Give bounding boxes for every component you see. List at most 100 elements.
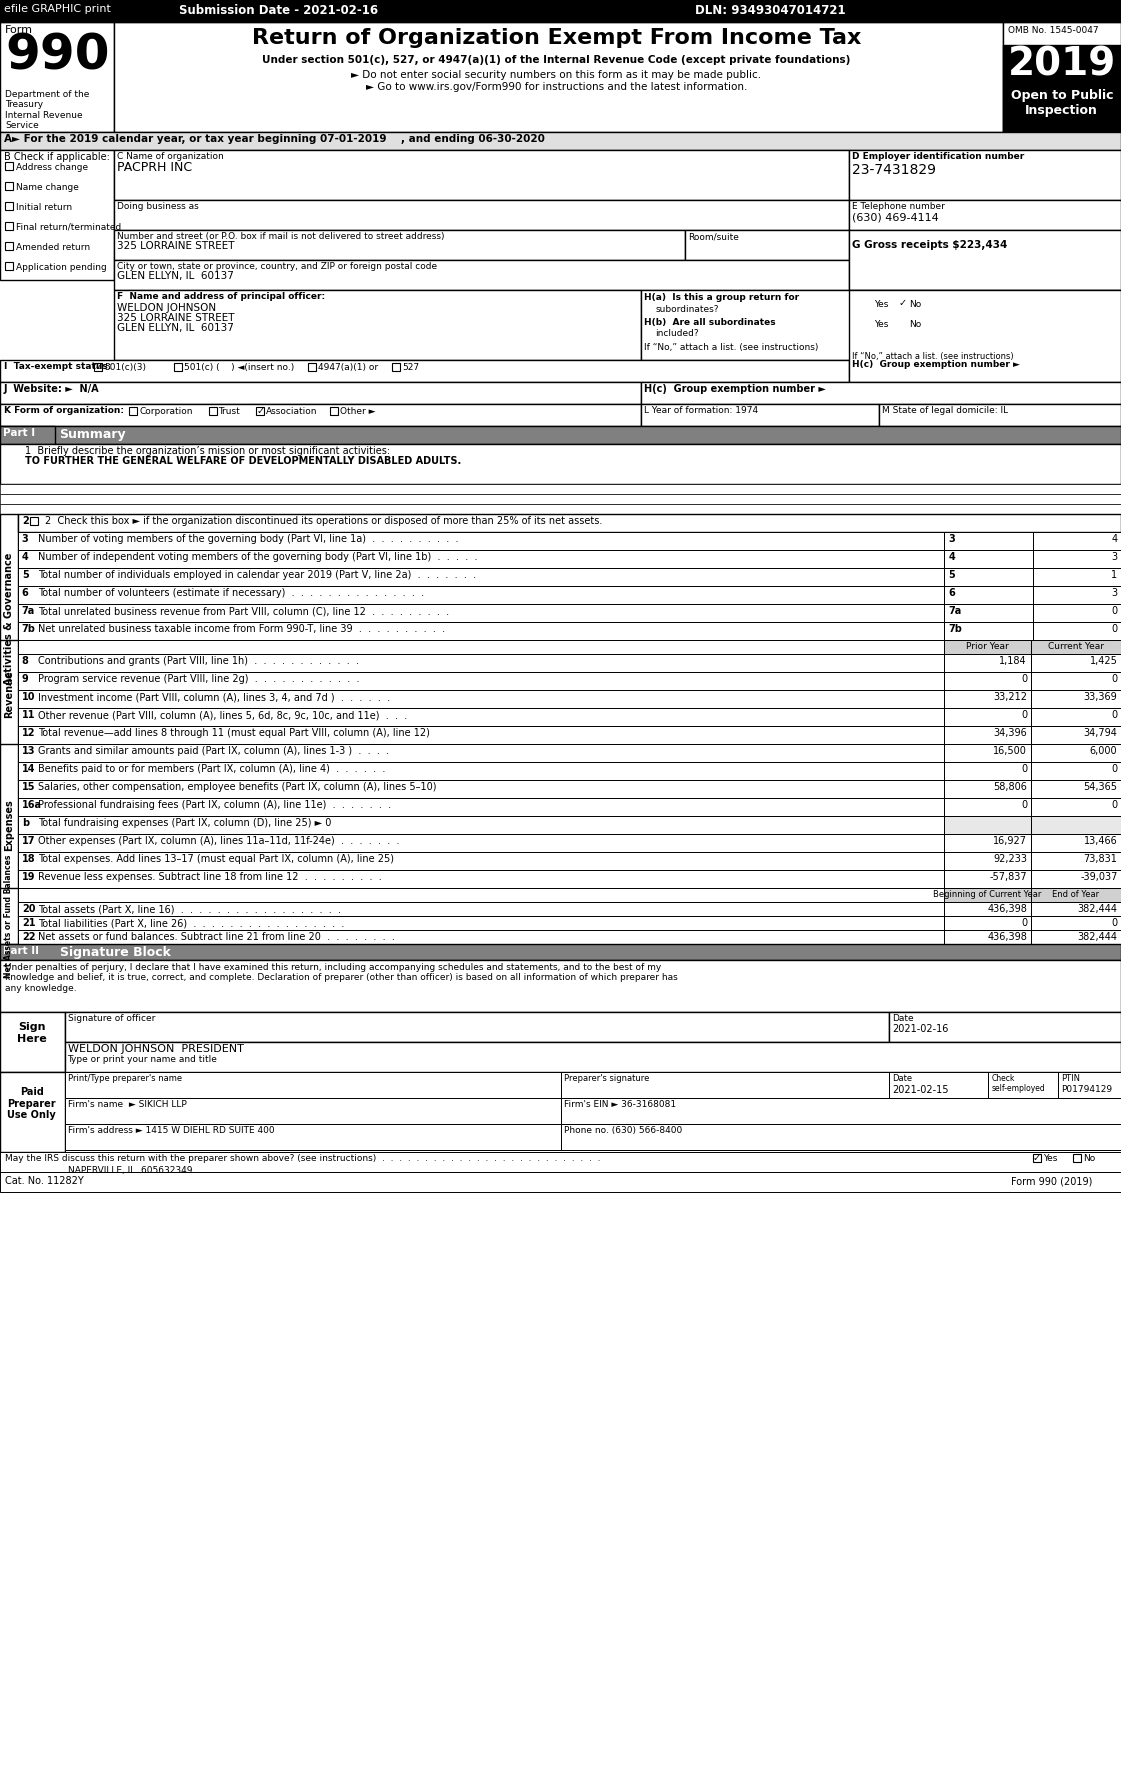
Text: C Name of organization: C Name of organization xyxy=(117,152,224,161)
Text: DLN: 93493047014721: DLN: 93493047014721 xyxy=(695,4,846,16)
Text: Signature Block: Signature Block xyxy=(60,946,170,958)
Text: Revenue: Revenue xyxy=(3,670,14,718)
Bar xyxy=(308,364,316,371)
Text: 1,425: 1,425 xyxy=(1089,656,1118,666)
Text: Trust: Trust xyxy=(219,407,240,416)
Bar xyxy=(1031,672,1121,690)
Text: 2  Check this box ► if the organization discontinued its operations or disposed : 2 Check this box ► if the organization d… xyxy=(45,516,602,527)
Bar xyxy=(1031,725,1121,743)
Text: 17: 17 xyxy=(21,836,35,845)
Bar xyxy=(1031,835,1121,853)
Text: 4947(a)(1) or: 4947(a)(1) or xyxy=(318,364,378,373)
Bar xyxy=(5,242,12,251)
Text: GLEN ELLYN, IL  60137: GLEN ELLYN, IL 60137 xyxy=(117,322,234,333)
Bar xyxy=(944,853,1031,870)
Text: Firm's EIN ► 36-3168081: Firm's EIN ► 36-3168081 xyxy=(564,1100,676,1109)
Text: L Year of formation: 1974: L Year of formation: 1974 xyxy=(644,407,758,416)
Text: 1  Briefly describe the organization’s mission or most significant activities:: 1 Briefly describe the organization’s mi… xyxy=(25,446,390,457)
Bar xyxy=(864,319,872,328)
Text: 1: 1 xyxy=(1111,570,1118,580)
Bar xyxy=(64,1042,1121,1073)
Bar xyxy=(0,960,1121,1012)
Text: 16,500: 16,500 xyxy=(994,747,1027,756)
Bar xyxy=(0,743,18,906)
Bar xyxy=(944,903,1031,915)
Text: Under section 501(c), 527, or 4947(a)(1) of the Internal Revenue Code (except pr: Under section 501(c), 527, or 4947(a)(1)… xyxy=(262,56,850,64)
Bar xyxy=(129,407,137,416)
Text: 73,831: 73,831 xyxy=(1084,854,1118,863)
Bar xyxy=(944,888,1031,903)
Bar xyxy=(0,484,1121,494)
Bar xyxy=(1031,888,1121,903)
Text: 0: 0 xyxy=(1021,673,1027,684)
Text: 34,396: 34,396 xyxy=(994,727,1027,738)
Bar xyxy=(0,150,114,279)
Text: Department of the
Treasury
Internal Revenue
Service: Department of the Treasury Internal Reve… xyxy=(5,90,89,131)
Bar xyxy=(18,743,944,761)
Bar xyxy=(0,444,1121,484)
Bar xyxy=(1031,707,1121,725)
Bar xyxy=(1031,654,1121,672)
Text: 12: 12 xyxy=(21,727,35,738)
Bar xyxy=(1031,781,1121,799)
Text: Net assets or fund balances. Subtract line 21 from line 20  .  .  .  .  .  .  . : Net assets or fund balances. Subtract li… xyxy=(37,931,395,942)
Text: NAPERVILLE, IL  605632349: NAPERVILLE, IL 605632349 xyxy=(68,1166,192,1175)
Text: H(c)  Group exemption number ►: H(c) Group exemption number ► xyxy=(644,383,825,394)
Text: Contributions and grants (Part VIII, line 1h)  .  .  .  .  .  .  .  .  .  .  .  : Contributions and grants (Part VIII, lin… xyxy=(37,656,359,666)
Bar xyxy=(0,494,1121,503)
Text: Summary: Summary xyxy=(60,428,126,441)
Text: 13,466: 13,466 xyxy=(1084,836,1118,845)
Text: Grants and similar amounts paid (Part IX, column (A), lines 1-3 )  .  .  .  .: Grants and similar amounts paid (Part IX… xyxy=(37,747,388,756)
Text: 20: 20 xyxy=(21,904,35,913)
Bar xyxy=(944,707,1031,725)
Bar xyxy=(64,1125,561,1150)
Text: 2021-02-15: 2021-02-15 xyxy=(892,1085,948,1094)
Text: Other revenue (Part VIII, column (A), lines 5, 6d, 8c, 9c, 10c, and 11e)  .  .  : Other revenue (Part VIII, column (A), li… xyxy=(37,709,406,720)
Text: Total fundraising expenses (Part IX, column (D), line 25) ► 0: Total fundraising expenses (Part IX, col… xyxy=(37,818,331,827)
Text: Net unrelated business taxable income from Form 990-T, line 39  .  .  .  .  .  .: Net unrelated business taxable income fr… xyxy=(37,623,445,634)
Text: 0: 0 xyxy=(1111,919,1118,928)
Text: Total assets (Part X, line 16)  .  .  .  .  .  .  .  .  .  .  .  .  .  .  .  .  : Total assets (Part X, line 16) . . . . .… xyxy=(37,904,341,913)
Text: Part I: Part I xyxy=(3,428,35,439)
Text: 0: 0 xyxy=(1111,765,1118,774)
Bar xyxy=(0,426,1121,444)
Bar xyxy=(5,183,12,190)
Bar xyxy=(0,944,1121,960)
Text: Beginning of Current Year: Beginning of Current Year xyxy=(933,890,1041,899)
Bar xyxy=(18,568,944,586)
Text: 16,927: 16,927 xyxy=(994,836,1027,845)
Text: 33,212: 33,212 xyxy=(994,691,1027,702)
Text: Number of independent voting members of the governing body (Part VI, line 1b)  .: Number of independent voting members of … xyxy=(37,552,478,562)
Text: Total expenses. Add lines 13–17 (must equal Part IX, column (A), line 25): Total expenses. Add lines 13–17 (must eq… xyxy=(37,854,394,863)
Text: Yes: Yes xyxy=(1043,1153,1057,1162)
Text: P01794129: P01794129 xyxy=(1061,1085,1112,1094)
Bar xyxy=(944,870,1031,888)
Bar xyxy=(114,21,1004,133)
Bar xyxy=(849,150,1121,201)
Text: 7a: 7a xyxy=(21,605,35,616)
Text: 5: 5 xyxy=(948,570,955,580)
Text: B Check if applicable:: B Check if applicable: xyxy=(5,152,110,161)
Bar xyxy=(0,639,18,749)
Bar xyxy=(1031,743,1121,761)
Text: Part II: Part II xyxy=(3,946,40,956)
Bar xyxy=(944,915,1031,930)
Text: ► Do not enter social security numbers on this form as it may be made public.: ► Do not enter social security numbers o… xyxy=(351,70,761,81)
Bar xyxy=(1031,639,1121,654)
Bar xyxy=(899,319,907,328)
Text: Preparer's signature: Preparer's signature xyxy=(564,1075,649,1084)
Text: 14: 14 xyxy=(21,765,35,774)
Bar xyxy=(18,586,944,604)
Bar xyxy=(0,888,18,944)
Text: GLEN ELLYN, IL  60137: GLEN ELLYN, IL 60137 xyxy=(117,270,234,281)
Text: K Form of organization:: K Form of organization: xyxy=(5,407,124,416)
Bar xyxy=(879,405,1121,426)
Text: Total revenue—add lines 8 through 11 (must equal Part VIII, column (A), line 12): Total revenue—add lines 8 through 11 (mu… xyxy=(37,727,430,738)
Bar xyxy=(988,1073,1058,1098)
Bar xyxy=(18,781,944,799)
Text: Salaries, other compensation, employee benefits (Part IX, column (A), lines 5–10: Salaries, other compensation, employee b… xyxy=(37,783,436,792)
Text: -39,037: -39,037 xyxy=(1080,872,1118,881)
Text: 15: 15 xyxy=(21,783,35,792)
Bar xyxy=(18,915,944,930)
Text: ✓: ✓ xyxy=(256,407,264,416)
